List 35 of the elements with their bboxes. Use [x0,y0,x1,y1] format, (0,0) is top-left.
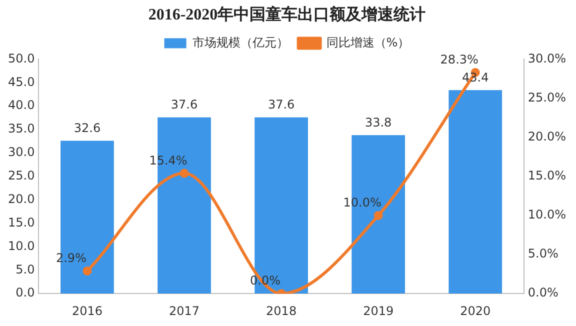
y2-tick-label: 15.0% [528,168,566,183]
x-tick-label: 2017 [168,304,200,318]
chart-title: 2016-2020年中国童车出口额及增速统计 [148,4,426,24]
y-tick-label: 30.0 [8,145,35,160]
legend-label: 同比增速（%） [326,35,410,50]
legend-label: 市场规模（亿元） [192,35,288,50]
y2-tick-label: 30.0% [528,51,566,66]
point [374,210,383,220]
point [180,168,189,178]
y2-tick-label: 25.0% [528,90,566,104]
data-label: 37.6 [170,97,198,112]
y-tick-label: 25.0 [8,168,35,183]
y-tick-label: 35.0 [8,122,35,136]
y-tick-label: 5.0 [16,262,35,276]
y2-tick-label: 10.0% [528,208,566,222]
data-label: 32.6 [74,120,101,135]
bar [448,90,502,294]
x-tick-label: 2020 [460,304,491,318]
y-tick-label: 10.0 [8,238,35,253]
data-label: 33.8 [364,115,392,130]
y-tick-label: 20.0 [8,192,35,206]
data-label: 37.6 [268,97,295,112]
y2-tick-label: 0.0% [528,286,558,300]
x-tick-label: 2019 [363,304,394,318]
x-tick-label: 2016 [72,304,103,318]
y2-tick-label: 5.0% [528,246,558,261]
y-tick-label: 0.0 [16,286,35,300]
y-tick-label: 50.0 [8,51,35,66]
y-tick-label: 40.0 [8,98,35,112]
data-label: 28.3% [440,52,478,67]
point [82,266,92,276]
y-tick-label: 15.0 [8,215,35,230]
y-tick-label: 45.0 [8,74,35,89]
y2-tick-label: 20.0% [528,129,566,144]
x-tick-label: 2018 [266,304,297,318]
